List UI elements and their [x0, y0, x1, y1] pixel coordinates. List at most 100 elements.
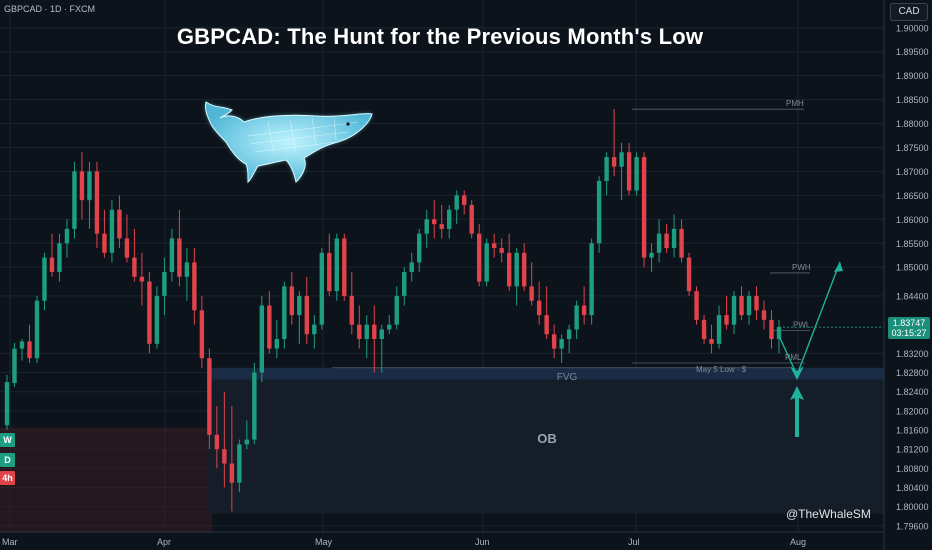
y-tick-label: 1.79600 [896, 521, 929, 531]
y-tick-label: 1.90000 [896, 23, 929, 33]
candle-body [581, 305, 587, 316]
candle-body [102, 233, 107, 253]
candle-body [514, 252, 519, 287]
ob-label: OB [537, 431, 557, 446]
candle-body [476, 233, 482, 282]
candle-body [132, 257, 137, 277]
candle-body [349, 295, 354, 325]
x-tick-label: Jul [628, 537, 640, 547]
candle-body [529, 286, 534, 301]
candle-body [387, 324, 392, 330]
candle-body [222, 449, 227, 464]
candle-body [199, 310, 205, 359]
candle-body [282, 286, 287, 340]
level-label: PML [785, 353, 802, 362]
candle-body [394, 295, 399, 325]
candle-body [776, 327, 782, 340]
candle-body [559, 339, 564, 349]
candle-body [402, 271, 407, 296]
y-tick-label: 1.80800 [896, 464, 929, 474]
candle-body [147, 281, 152, 344]
y-tick-label: 1.83200 [896, 349, 929, 359]
author-watermark: @TheWhaleSM [786, 507, 871, 521]
candle-body [716, 315, 722, 344]
candle-body [139, 276, 145, 282]
candle-body [319, 252, 324, 325]
sweep-marker [790, 366, 804, 380]
candle-body [739, 295, 744, 316]
level-label: PMH [786, 99, 804, 108]
reversal-up-arrow [790, 386, 804, 437]
x-tick-label: Apr [157, 537, 171, 547]
candle-body [342, 238, 347, 296]
candle-body [252, 372, 257, 440]
fvg-zone [207, 367, 884, 380]
candle-body [4, 382, 10, 426]
currency-button[interactable]: CAD [890, 3, 928, 21]
candle-body [214, 434, 220, 450]
candle-body [761, 310, 767, 320]
timeframe-badge-4h[interactable]: 4h [0, 471, 15, 485]
candle-body [626, 152, 632, 191]
candle-body [417, 233, 422, 263]
level-label: PWL [793, 320, 811, 329]
x-tick-label: May [315, 537, 333, 547]
candle-body [641, 157, 647, 258]
level-label: May 5 Low - $ [696, 365, 747, 374]
candle-body [79, 171, 85, 201]
candle-body [439, 224, 444, 229]
candle-body [87, 171, 92, 201]
timeframe-badge-daily[interactable]: D [0, 453, 15, 467]
candle-body [671, 228, 677, 249]
timeframe-badge-weekly[interactable]: W [0, 433, 15, 447]
candle-body [162, 271, 167, 296]
candle-body [769, 319, 774, 340]
candle-body [491, 243, 497, 249]
ob-zone [207, 379, 884, 514]
candle-body [49, 257, 55, 272]
demand-zone-left [0, 427, 212, 532]
candle-body [184, 262, 190, 277]
candle-body [192, 262, 197, 311]
x-tick-label: Aug [790, 537, 806, 547]
y-tick-label: 1.80400 [896, 483, 929, 493]
fvg-label: FVG [557, 372, 578, 383]
candle-body [484, 243, 489, 282]
y-tick-label: 1.89000 [896, 71, 929, 81]
chart-title: GBPCAD: The Hunt for the Previous Month'… [176, 24, 704, 49]
y-tick-label: 1.84400 [896, 291, 929, 301]
candle-body [462, 195, 467, 205]
candle-body [521, 252, 527, 287]
candle-body [424, 219, 429, 234]
candle-body [694, 291, 699, 320]
candle-body [686, 257, 692, 292]
projection-arrowhead [834, 262, 843, 272]
candle-body [551, 334, 557, 349]
y-tick-label: 1.82400 [896, 387, 929, 397]
y-tick-label: 1.85000 [896, 263, 929, 273]
candle-body [244, 439, 250, 445]
candle-body [364, 324, 369, 340]
candle-body [604, 157, 609, 182]
y-tick-label: 1.89500 [896, 47, 929, 57]
candle-body [611, 157, 617, 167]
candle-body [432, 219, 437, 225]
y-tick-label: 1.81600 [896, 426, 929, 436]
candle-body [57, 243, 62, 272]
candle-body [664, 233, 669, 249]
y-tick-label: 1.87000 [896, 167, 929, 177]
candle-body [334, 238, 339, 292]
candle-body [754, 295, 759, 311]
candle-body [267, 305, 272, 349]
candle-body [207, 358, 212, 435]
candle-body [544, 315, 549, 335]
candle-body [469, 204, 474, 234]
candle-body [154, 295, 160, 344]
candle-body [237, 444, 242, 483]
candle-body [379, 329, 384, 340]
candle-body [117, 209, 122, 239]
x-tick-label: Mar [2, 537, 18, 547]
candle-body [64, 228, 70, 244]
candle-body [304, 295, 310, 335]
